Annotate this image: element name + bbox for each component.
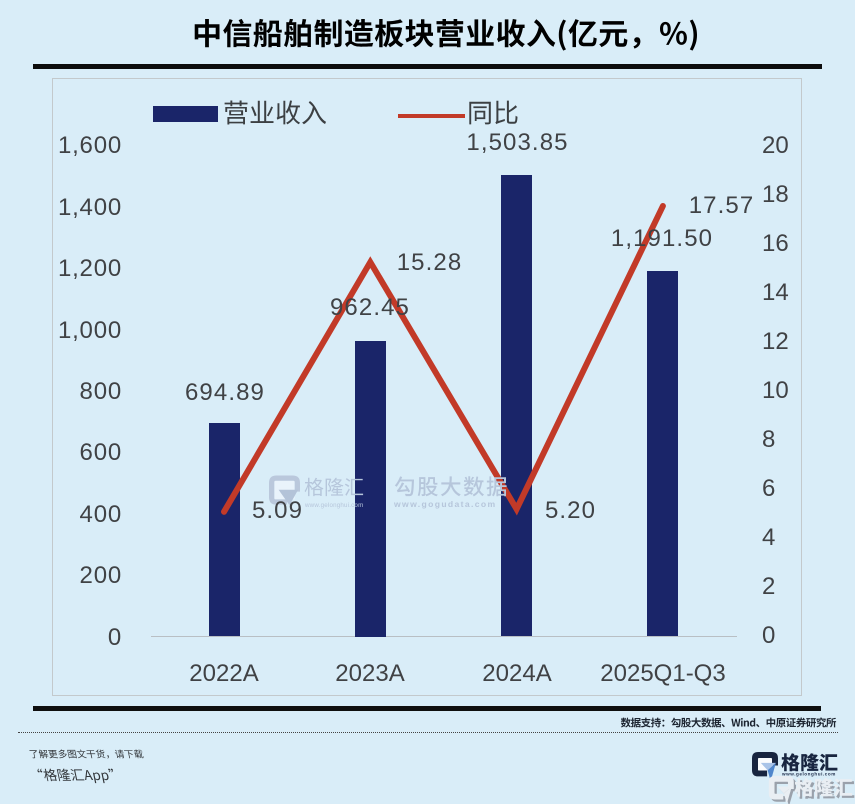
svg-text:www.gelonghui.com: www.gelonghui.com [304,502,363,509]
svg-text:www.gogudata.com: www.gogudata.com [393,499,496,509]
svg-text:www.gelonghui.com: www.gelonghui.com [781,772,836,777]
